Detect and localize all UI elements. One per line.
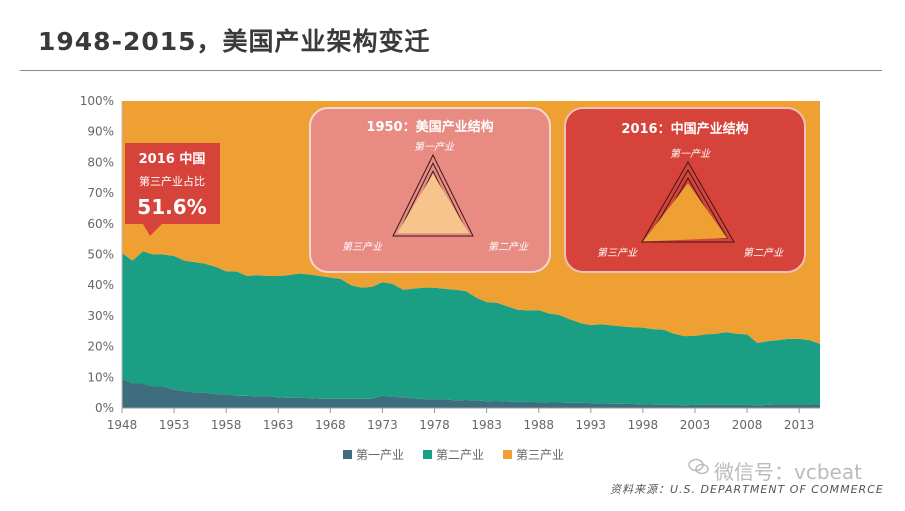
legend: 第一产业 第二产业 第三产业 [343, 448, 564, 462]
china-callout-line2: 第三产业占比 [139, 174, 205, 188]
y-tick-label: 10% [87, 370, 114, 384]
y-axis: 0% 10% 20% 30% 40% 50% 60% 70% 80% 90% 100% [80, 94, 123, 415]
radar-panel-1950: 1950：美国产业结构 第一产业 第三产业 第二产业 [309, 107, 551, 273]
radar-1950-right-label: 第二产业 [488, 241, 529, 253]
area-series-2 [122, 251, 820, 406]
y-tick-label: 50% [87, 248, 114, 262]
radar-2016-right-label: 第二产业 [743, 247, 784, 259]
source-note: 资料来源：U.S. DEPARTMENT OF COMMERCE [610, 483, 884, 496]
y-tick-label: 30% [87, 309, 114, 323]
radar-1950-left-label: 第三产业 [342, 241, 383, 253]
y-tick-label: 20% [87, 340, 114, 354]
y-tick-label: 100% [80, 94, 114, 108]
y-tick-label: 60% [87, 217, 114, 231]
radar-panel-2016-title: 2016：中国产业结构 [621, 121, 748, 137]
page-title: 1948-2015，美国产业架构变迁 [38, 27, 431, 56]
radar-2016-top-label: 第一产业 [670, 148, 711, 160]
x-tick-label: 1953 [159, 418, 190, 432]
x-tick-label: 2003 [680, 418, 711, 432]
china-callout-value: 51.6% [137, 195, 206, 219]
legend-swatch-1 [343, 450, 352, 459]
area-series-1 [122, 378, 820, 408]
x-tick-label: 1968 [315, 418, 346, 432]
x-tick-label: 1948 [107, 418, 138, 432]
radar-panel-1950-title: 1950：美国产业结构 [366, 119, 493, 135]
china-callout-line1: 2016 中国 [139, 151, 206, 167]
china-callout: 2016 中国 第三产业占比 51.6% [125, 143, 220, 236]
radar-2016-chart [641, 160, 735, 243]
radar-1950-top-label: 第一产业 [414, 141, 455, 153]
legend-swatch-2 [423, 450, 432, 459]
y-tick-label: 70% [87, 186, 114, 200]
x-tick-label: 1998 [628, 418, 659, 432]
x-tick-label: 1988 [523, 418, 554, 432]
legend-label-1: 第一产业 [356, 448, 404, 462]
radar-2016-left-label: 第三产业 [597, 247, 638, 259]
x-tick-label: 2008 [732, 418, 763, 432]
china-callout-box [125, 143, 220, 236]
wechat-icon [688, 458, 709, 475]
x-tick-label: 1983 [471, 418, 502, 432]
y-tick-label: 90% [87, 125, 114, 139]
y-tick-label: 40% [87, 278, 114, 292]
legend-label-3: 第三产业 [516, 448, 564, 462]
x-tick-label: 1993 [576, 418, 607, 432]
legend-swatch-3 [503, 450, 512, 459]
x-axis: 1948 1953 1958 1963 1968 1973 1978 1983 1988 1993… [107, 407, 820, 432]
radar-1950-chart [392, 153, 474, 237]
legend-label-2: 第二产业 [436, 448, 484, 462]
radar-ring-1 [392, 153, 474, 237]
x-tick-label: 1973 [367, 418, 398, 432]
x-tick-label: 1958 [211, 418, 242, 432]
title-divider [20, 70, 882, 71]
x-tick-label: 1978 [419, 418, 450, 432]
radar-value-shape [642, 183, 728, 242]
x-tick-label: 2013 [784, 418, 815, 432]
radar-value-shape [397, 173, 469, 234]
radar-ring-1 [641, 160, 735, 243]
radar-panel-2016: 2016：中国产业结构 第一产业 第三产业 第二产业 [564, 107, 806, 273]
watermark: 微信号：vcbeat [714, 460, 862, 484]
x-tick-label: 1963 [263, 418, 294, 432]
y-tick-label: 0% [95, 401, 114, 415]
y-tick-label: 80% [87, 155, 114, 169]
